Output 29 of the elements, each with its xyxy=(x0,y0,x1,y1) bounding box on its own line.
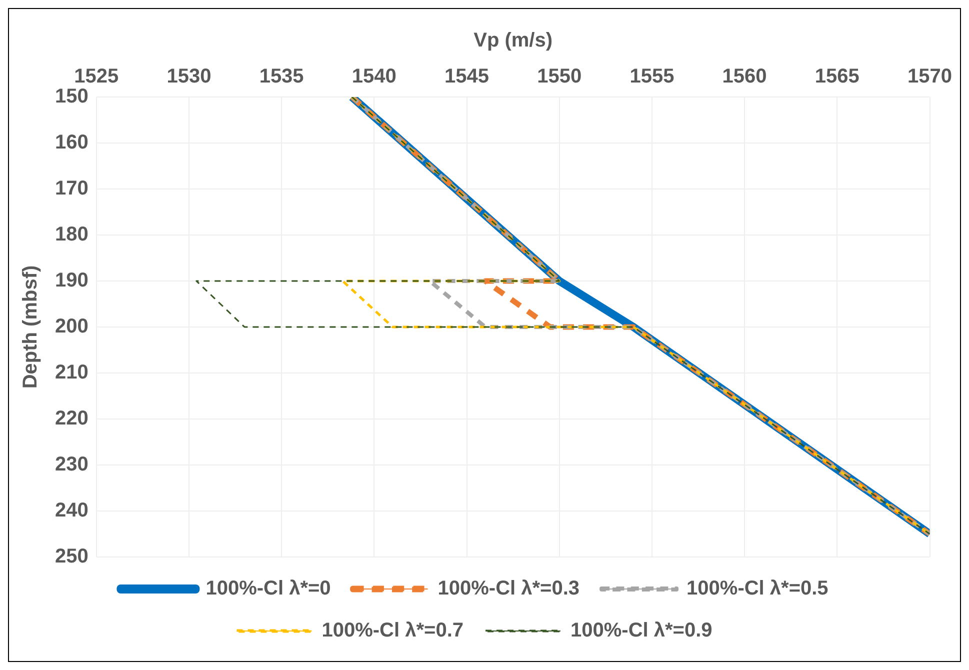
line-series xyxy=(196,97,930,535)
x-tick-label: 1525 xyxy=(74,66,119,88)
y-tick-label: 170 xyxy=(54,178,88,200)
x-tick-label: 1565 xyxy=(814,66,860,88)
x-tick-label: 1540 xyxy=(352,66,396,88)
y-tick-label: 220 xyxy=(54,408,88,430)
x-tick-label: 1560 xyxy=(722,66,767,88)
y-tick-label: 250 xyxy=(54,546,88,568)
y-tick-label: 200 xyxy=(54,316,88,338)
legend-label: 100%-Cl λ*=0.5 xyxy=(686,578,828,600)
x-tick-label: 1545 xyxy=(444,66,490,88)
y-tick-label: 190 xyxy=(54,270,88,292)
x-tick-label: 1530 xyxy=(166,66,212,88)
y-axis-title: Depth (mbsf) xyxy=(20,265,42,389)
x-axis-title: Vp (m/s) xyxy=(474,30,553,52)
y-tick-label: 230 xyxy=(54,454,88,476)
y-tick-label: 160 xyxy=(54,132,88,154)
legend-label: 100%-Cl λ*=0.3 xyxy=(438,578,580,600)
x-tick-label: 1550 xyxy=(537,66,582,88)
y-tick-label: 180 xyxy=(54,224,88,246)
y-tick-label: 150 xyxy=(54,86,88,108)
legend-label: 100%-Cl λ*=0 xyxy=(206,578,331,600)
x-tick-label: 1570 xyxy=(908,66,952,88)
y-tick-label: 240 xyxy=(54,500,88,522)
y-tick-label: 210 xyxy=(54,362,88,384)
legend-label: 100%-Cl λ*=0.9 xyxy=(570,620,712,642)
x-tick-label: 1535 xyxy=(259,66,304,88)
x-tick-label: 1555 xyxy=(630,66,674,88)
legend-label: 100%-Cl λ*=0.7 xyxy=(322,620,464,642)
